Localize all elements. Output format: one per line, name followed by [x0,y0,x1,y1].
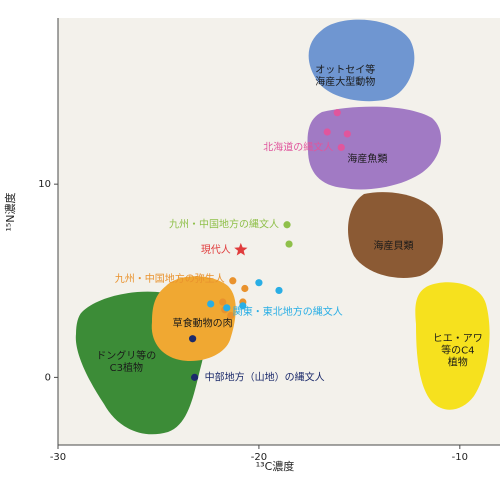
data-point [337,143,345,152]
data-point [343,130,351,138]
data-point [207,300,215,308]
data-point [323,128,331,136]
region-label: 草食動物の肉 [173,316,233,329]
series-label: 九州・中国地方の縄文人 [169,218,279,231]
region-label: 海産魚類 [347,152,387,165]
data-point [241,284,249,293]
y-ticks: 0 10 [38,179,58,383]
data-point [223,304,231,312]
region-marine-mammals [308,19,415,102]
data-point [275,286,283,295]
data-series [189,109,351,381]
y-axis-label: ¹⁵N濃度 [3,192,17,231]
data-point [255,279,263,287]
region-marine-shellfish [348,192,444,278]
axes [57,18,500,446]
data-point [219,298,227,306]
region-marine-fish [307,106,442,190]
data-point [227,311,235,320]
region-c4-plants [415,282,490,410]
region-herbivore-meat [151,276,236,362]
data-point [189,335,197,343]
data-point [333,109,341,117]
y-tick-label: 0 [45,372,51,383]
x-axis-label: ¹³C濃度 [256,459,295,473]
series-label: 中部地方（山地）の縄文人 [205,370,325,383]
x-tick-label: -30 [50,452,66,463]
y-tick-label: 10 [38,179,51,190]
data-point [229,277,237,285]
series-label: 現代人 [201,244,231,256]
food-source-regions [75,19,490,435]
region-label: オットセイ等海産大型動物 [315,63,375,88]
data-point [285,240,293,248]
region-label: ヒエ・アワ等のC4 植物 [433,332,483,368]
region-label: 海産貝類 [374,239,414,252]
data-point [283,221,291,229]
series-label: 北海道の縄文人 [263,140,333,153]
data-point-star [234,242,248,256]
series-label: 九州・中国地方の弥生人 [115,272,225,285]
x-ticks: -30 -20 -10 [50,445,468,463]
region-label: ドングリ等の C3植物 [96,349,156,374]
series-label: 関東・東北地方の縄文人 [233,305,343,318]
x-tick-label: -10 [452,452,468,463]
data-point [239,302,247,310]
data-point [191,373,199,381]
x-tick-label: -20 [251,452,267,463]
series-labels: 北海道の縄文人九州・中国地方の縄文人現代人九州・中国地方の弥生人関東・東北地方の… [115,140,343,383]
